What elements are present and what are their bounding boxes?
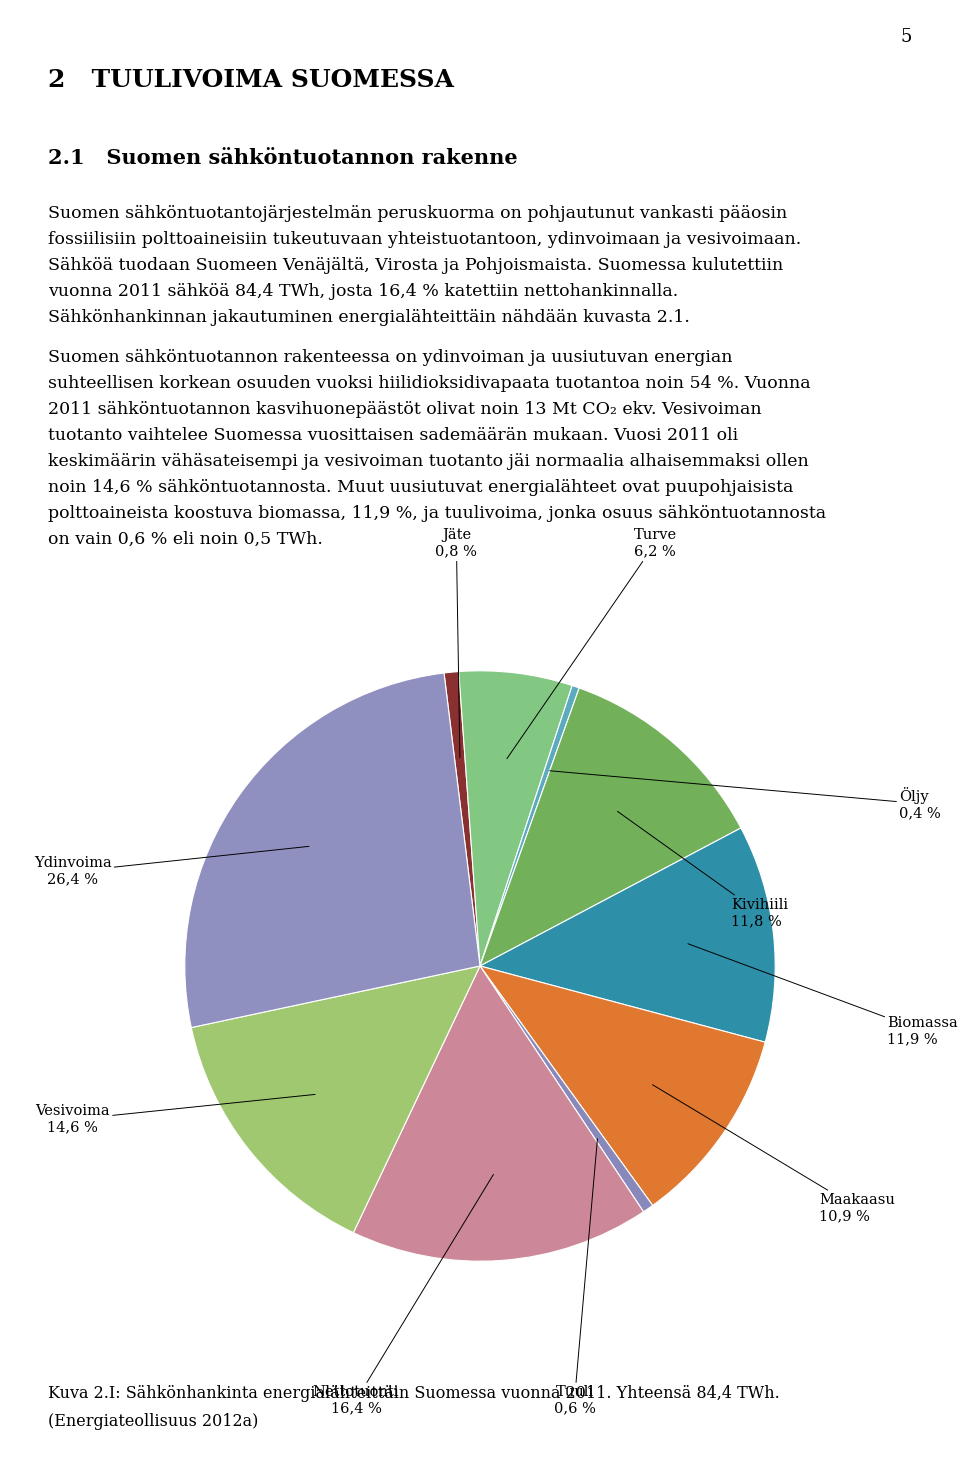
Text: Suomen sähköntuotantojärjestelmän peruskuorma on pohjautunut vankasti pääosin: Suomen sähköntuotantojärjestelmän perusk… (48, 206, 787, 222)
Text: Ydinvoima
26,4 %: Ydinvoima 26,4 % (34, 846, 309, 886)
Text: Öljy
0,4 %: Öljy 0,4 % (550, 771, 941, 821)
Text: vuonna 2011 sähköä 84,4 TWh, josta 16,4 % katettiin nettohankinnalla.: vuonna 2011 sähköä 84,4 TWh, josta 16,4 … (48, 282, 679, 300)
Wedge shape (480, 686, 579, 966)
Text: Jäte
0,8 %: Jäte 0,8 % (436, 528, 477, 757)
Text: Maakaasu
10,9 %: Maakaasu 10,9 % (653, 1084, 896, 1223)
Wedge shape (191, 966, 480, 1232)
Text: Biomassa
11,9 %: Biomassa 11,9 % (688, 944, 958, 1046)
Text: tuotanto vaihtelee Suomessa vuosittaisen sademäärän mukaan. Vuosi 2011 oli: tuotanto vaihtelee Suomessa vuosittaisen… (48, 427, 738, 444)
Text: fossiilisiin polttoaineisiin tukeutuvaan yhteistuotantoon, ydinvoimaan ja vesivo: fossiilisiin polttoaineisiin tukeutuvaan… (48, 231, 802, 248)
Text: polttoaineista koostuva biomassa, 11,9 %, ja tuulivoima, jonka osuus sähköntuota: polttoaineista koostuva biomassa, 11,9 %… (48, 504, 827, 522)
Text: Turve
6,2 %: Turve 6,2 % (507, 528, 677, 759)
Text: 2   TUULIVOIMA SUOMESSA: 2 TUULIVOIMA SUOMESSA (48, 68, 454, 92)
Text: Kuva 2.I: Sähkönhankinta energialähteittäin Suomessa vuonna 2011. Yhteensä 84,4 : Kuva 2.I: Sähkönhankinta energialähteitt… (48, 1384, 780, 1402)
Text: noin 14,6 % sähköntuotannosta. Muut uusiutuvat energialähteet ovat puupohjaisist: noin 14,6 % sähköntuotannosta. Muut uusi… (48, 479, 793, 495)
Text: 5: 5 (900, 28, 912, 46)
Text: Vesivoima
14,6 %: Vesivoima 14,6 % (36, 1094, 315, 1134)
Wedge shape (444, 671, 480, 966)
Text: keskimäärin vähäsateisempi ja vesivoiman tuotanto jäi normaalia alhaisemmaksi ol: keskimäärin vähäsateisempi ja vesivoiman… (48, 453, 808, 470)
Wedge shape (459, 671, 572, 966)
Wedge shape (480, 966, 653, 1211)
Text: Sähköä tuodaan Suomeen Venäjältä, Virosta ja Pohjoismaista. Suomessa kulutettiin: Sähköä tuodaan Suomeen Venäjältä, Virost… (48, 257, 783, 274)
Text: suhteellisen korkean osuuden vuoksi hiilidioksidivapaata tuotantoa noin 54 %. Vu: suhteellisen korkean osuuden vuoksi hiil… (48, 376, 810, 392)
Text: Kivihiili
11,8 %: Kivihiili 11,8 % (617, 812, 788, 927)
Text: on vain 0,6 % eli noin 0,5 TWh.: on vain 0,6 % eli noin 0,5 TWh. (48, 531, 323, 549)
Wedge shape (480, 828, 775, 1043)
Wedge shape (480, 966, 765, 1205)
Text: Sähkönhankinnan jakautuminen energialähteittäin nähdään kuvasta 2.1.: Sähkönhankinnan jakautuminen energialäht… (48, 309, 690, 325)
Text: (Energiateollisuus 2012a): (Energiateollisuus 2012a) (48, 1412, 258, 1430)
Text: Suomen sähköntuotannon rakenteessa on ydinvoiman ja uusiutuvan energian: Suomen sähköntuotannon rakenteessa on yd… (48, 349, 732, 365)
Wedge shape (353, 966, 643, 1262)
Text: Tuuli
0,6 %: Tuuli 0,6 % (554, 1139, 597, 1415)
Text: 2011 sähköntuotannon kasvihuonepäästöt olivat noin 13 Mt CO₂ ekv. Vesivoiman: 2011 sähköntuotannon kasvihuonepäästöt o… (48, 401, 761, 419)
Wedge shape (480, 688, 741, 966)
Text: Nettotuonti
16,4 %: Nettotuonti 16,4 % (313, 1174, 493, 1415)
Text: 2.1   Suomen sähköntuotannon rakenne: 2.1 Suomen sähköntuotannon rakenne (48, 148, 517, 169)
Wedge shape (185, 673, 480, 1028)
